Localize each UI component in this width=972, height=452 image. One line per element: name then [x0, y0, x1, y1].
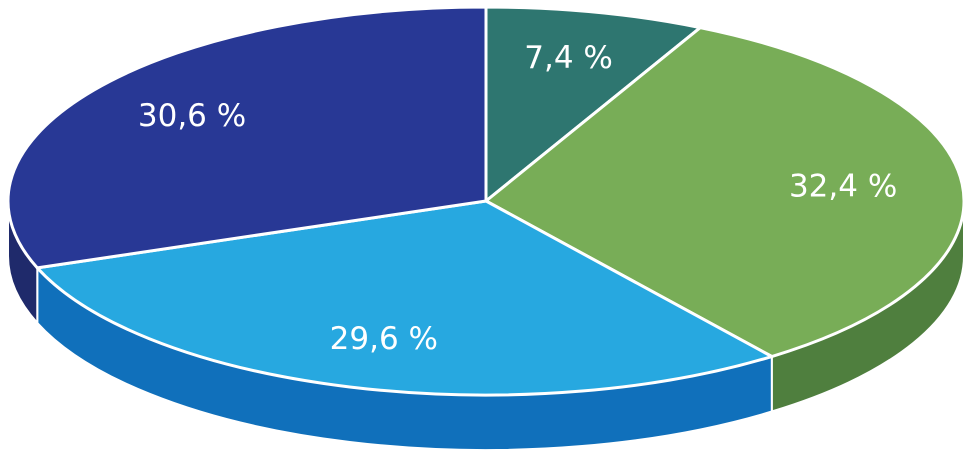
- value-label: 30,6 %: [138, 98, 246, 134]
- value-label: 29,6 %: [330, 321, 438, 357]
- slice: [484, 5, 702, 203]
- slice: [484, 26, 966, 359]
- slice: [6, 5, 488, 270]
- value-label: 7,4 %: [524, 40, 613, 76]
- value-label: 32,4 %: [789, 169, 897, 205]
- slice: [35, 199, 774, 397]
